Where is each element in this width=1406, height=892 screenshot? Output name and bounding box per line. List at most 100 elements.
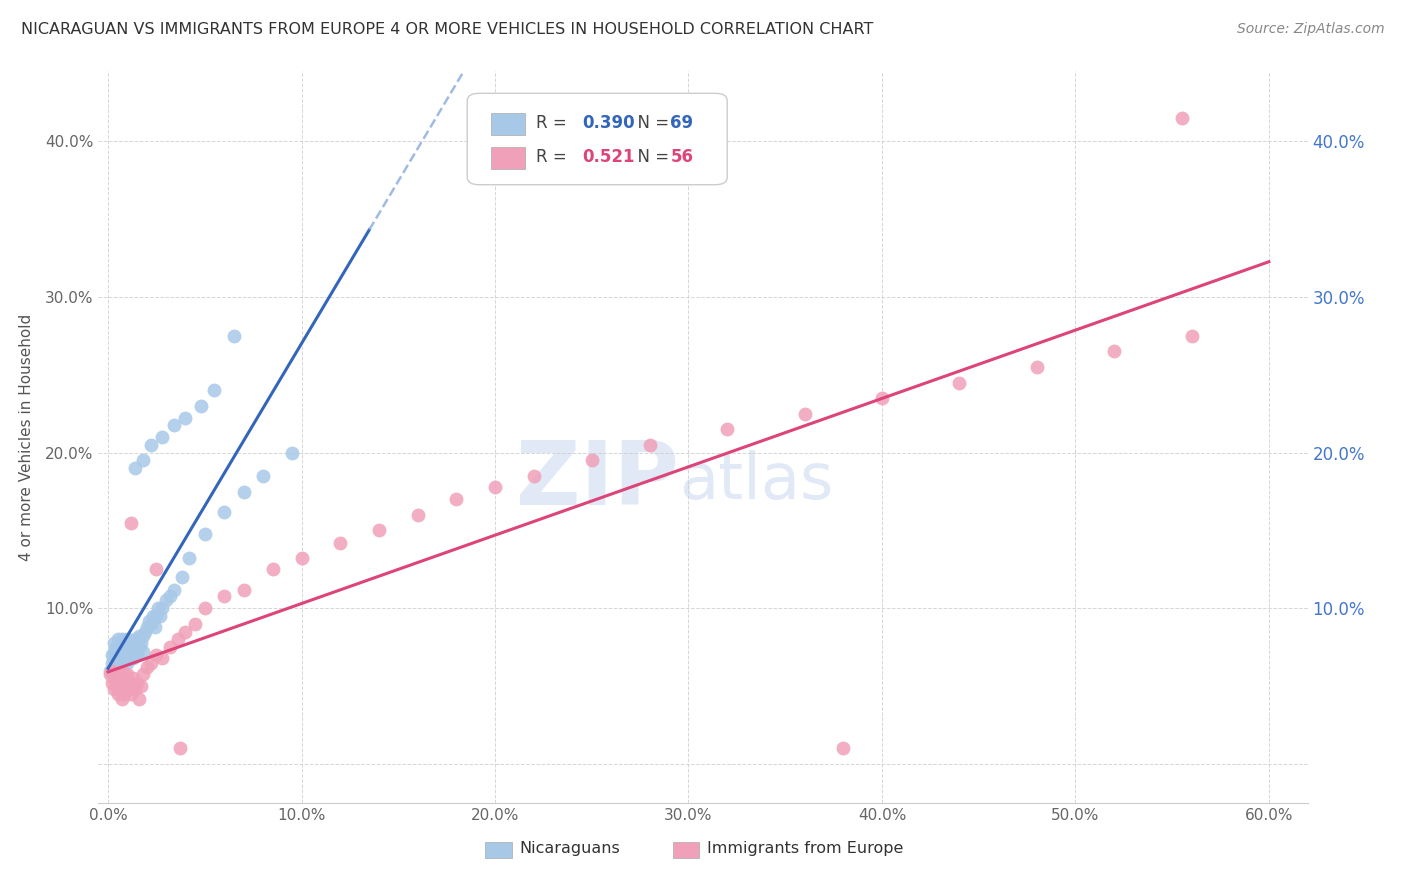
Point <box>132 453 155 467</box>
Point <box>1171 111 1194 125</box>
Point <box>232 484 254 499</box>
Point <box>184 616 207 631</box>
Point <box>150 601 173 615</box>
Point <box>101 664 124 678</box>
Point <box>117 656 139 670</box>
Point <box>128 629 150 643</box>
Point <box>104 648 127 662</box>
Point <box>112 651 135 665</box>
Point <box>793 407 815 421</box>
Point <box>128 691 150 706</box>
Point <box>120 516 142 530</box>
Point <box>127 676 149 690</box>
Point <box>124 645 146 659</box>
Point <box>127 648 149 662</box>
Text: R =: R = <box>536 148 572 166</box>
Point <box>149 609 172 624</box>
Bar <box>492 113 526 135</box>
Point <box>139 438 162 452</box>
Text: NICARAGUAN VS IMMIGRANTS FROM EUROPE 4 OR MORE VEHICLES IN HOUSEHOLD CORRELATION: NICARAGUAN VS IMMIGRANTS FROM EUROPE 4 O… <box>21 22 873 37</box>
Point <box>135 620 157 634</box>
Point <box>290 551 312 566</box>
Point <box>104 666 127 681</box>
Point <box>114 679 136 693</box>
Point <box>135 660 157 674</box>
Text: N =: N = <box>627 114 675 132</box>
Point <box>716 422 738 436</box>
Point <box>948 376 970 390</box>
Point <box>139 616 162 631</box>
Point <box>252 469 274 483</box>
Point <box>170 570 193 584</box>
Point <box>118 651 141 665</box>
Point <box>103 645 125 659</box>
Point <box>523 469 546 483</box>
Point <box>446 492 468 507</box>
Point <box>368 524 391 538</box>
Point <box>122 640 145 655</box>
Point <box>166 632 188 647</box>
Point <box>262 562 284 576</box>
Point <box>222 329 245 343</box>
Point <box>148 601 170 615</box>
Point <box>581 453 603 467</box>
Point <box>169 741 191 756</box>
Bar <box>672 841 699 858</box>
Point <box>145 562 167 576</box>
Point <box>232 582 254 597</box>
Text: Nicaraguans: Nicaraguans <box>519 841 620 856</box>
Y-axis label: 4 or more Vehicles in Household: 4 or more Vehicles in Household <box>18 313 34 561</box>
Point <box>117 666 139 681</box>
Point <box>127 635 149 649</box>
Point <box>108 682 131 697</box>
Point <box>190 399 212 413</box>
Point <box>159 589 181 603</box>
Point <box>117 632 139 647</box>
Text: 56: 56 <box>671 148 693 166</box>
Point <box>406 508 429 522</box>
Point <box>163 582 186 597</box>
Point <box>112 687 135 701</box>
Text: Source: ZipAtlas.com: Source: ZipAtlas.com <box>1237 22 1385 37</box>
Point <box>103 682 125 697</box>
Point <box>101 648 124 662</box>
Point <box>174 411 197 425</box>
Point <box>122 671 145 685</box>
Point <box>114 635 136 649</box>
Point <box>117 645 139 659</box>
Point <box>124 682 146 697</box>
Point <box>134 624 156 639</box>
Text: R =: R = <box>536 114 572 132</box>
Point <box>103 671 125 685</box>
FancyBboxPatch shape <box>467 94 727 185</box>
Point <box>118 676 141 690</box>
Point <box>107 645 129 659</box>
Point <box>212 589 235 603</box>
Point <box>204 384 226 398</box>
Point <box>104 656 127 670</box>
Point <box>98 664 121 678</box>
Point <box>98 666 121 681</box>
Point <box>108 656 131 670</box>
Point <box>108 666 131 681</box>
Point <box>129 635 152 649</box>
Point <box>120 635 142 649</box>
Point <box>132 666 155 681</box>
Point <box>281 445 304 459</box>
Point <box>150 651 173 665</box>
Point <box>194 601 217 615</box>
Point <box>174 624 197 639</box>
Point <box>112 640 135 655</box>
Point <box>104 640 127 655</box>
Point <box>120 648 142 662</box>
Point <box>107 632 129 647</box>
Point <box>103 651 125 665</box>
Bar <box>485 841 512 858</box>
Point <box>212 505 235 519</box>
Point <box>159 640 181 655</box>
Point <box>194 526 217 541</box>
Point <box>107 651 129 665</box>
Point <box>132 629 155 643</box>
Point <box>107 687 129 701</box>
Point <box>138 614 160 628</box>
